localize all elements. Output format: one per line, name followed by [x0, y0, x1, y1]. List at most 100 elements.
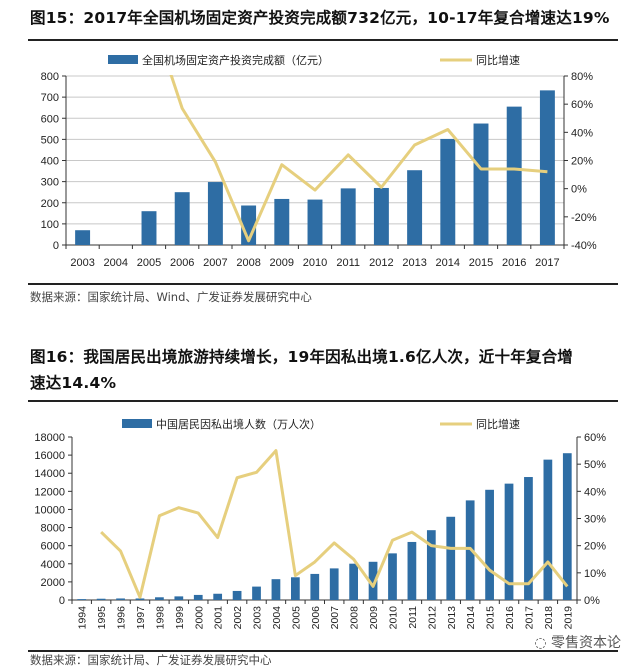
x-axis-tick-label: 2017 — [523, 606, 535, 630]
bar — [310, 573, 320, 600]
left-axis-tick-label: 600 — [41, 113, 59, 125]
x-axis-tick-label: 2015 — [485, 606, 497, 630]
bar — [329, 568, 339, 600]
left-axis-tick-label: 4000 — [41, 559, 65, 571]
left-axis-tick-label: 0 — [53, 240, 59, 252]
bar — [207, 182, 223, 245]
x-axis-tick-label: 2019 — [562, 606, 574, 630]
legend-bar-swatch — [122, 419, 152, 428]
left-axis-tick-label: 14000 — [34, 468, 65, 480]
x-axis-tick-label: 1996 — [116, 606, 128, 630]
bar — [407, 170, 423, 245]
x-axis-tick-label: 2004 — [104, 257, 128, 269]
x-axis-tick-label: 2000 — [193, 606, 205, 630]
bar — [174, 192, 190, 245]
bar — [426, 530, 436, 600]
x-axis-tick-label: 2013 — [402, 257, 426, 269]
x-axis-tick-label: 1997 — [135, 606, 147, 630]
x-axis-tick-label: 2007 — [329, 606, 341, 630]
bar — [473, 123, 489, 245]
left-axis-tick-label: 2000 — [41, 577, 65, 589]
x-axis-tick-label: 1999 — [174, 606, 186, 630]
bar — [388, 553, 397, 600]
x-axis-tick-label: 2014 — [465, 606, 477, 630]
right-axis-tick-label: 20% — [584, 541, 606, 553]
right-axis-tick-label: -20% — [571, 212, 597, 224]
right-axis-tick-label: 60% — [571, 99, 593, 111]
source-divider — [28, 283, 618, 285]
bar — [141, 211, 157, 245]
x-axis-tick-label: 2018 — [543, 606, 555, 630]
right-axis-tick-label: 30% — [584, 514, 606, 526]
x-axis-tick-label: 2012 — [426, 606, 438, 630]
left-axis-tick-label: 0 — [59, 595, 65, 607]
left-axis-tick-label: 16000 — [34, 450, 65, 462]
bar — [440, 138, 456, 245]
bar — [116, 598, 125, 600]
x-axis-tick-label: 2011 — [336, 257, 360, 269]
growth-line — [169, 75, 548, 243]
bar — [485, 489, 494, 600]
bar — [340, 188, 356, 245]
x-axis-tick-label: 2008 — [236, 257, 260, 269]
title-divider — [28, 39, 618, 41]
x-axis-tick-label: 2011 — [407, 606, 419, 629]
left-axis-tick-label: 400 — [41, 156, 59, 168]
x-axis-tick-label: 2006 — [170, 257, 194, 269]
left-axis-tick-label: 800 — [41, 71, 59, 83]
figure15-source: 数据来源：国家统计局、Wind、广发证券发展研究中心 — [30, 290, 312, 304]
bar — [290, 577, 300, 600]
x-axis-tick-label: 2003 — [252, 606, 264, 630]
x-axis-tick-label: 2015 — [469, 257, 493, 269]
left-axis-tick-label: 500 — [41, 134, 59, 146]
bar — [539, 90, 555, 246]
right-axis-tick-label: 20% — [571, 156, 593, 168]
bar — [307, 199, 323, 245]
x-axis-tick-label: 2016 — [502, 257, 526, 269]
bar — [77, 599, 87, 600]
title-divider — [28, 400, 618, 402]
bar — [506, 106, 522, 245]
bar — [96, 598, 106, 600]
left-axis-tick-label: 8000 — [41, 523, 65, 535]
x-axis-tick-label: 1995 — [96, 606, 108, 630]
bar — [193, 594, 203, 600]
bar — [232, 590, 242, 600]
source-divider — [28, 650, 618, 652]
watermark: ◌ 零售资本论 — [534, 632, 621, 652]
left-axis-tick-label: 100 — [41, 219, 59, 231]
bar — [75, 230, 91, 245]
x-axis-tick-label: 2017 — [535, 257, 559, 269]
right-axis-tick-label: 50% — [584, 459, 606, 471]
bar — [174, 596, 184, 600]
legend-bar-swatch — [108, 55, 138, 64]
left-axis-tick-label: 300 — [41, 177, 59, 189]
right-axis-tick-label: 40% — [571, 127, 593, 139]
figure15-title: 图15：2017年全国机场固定资产投资完成额732亿元，10-17年复合增速达1… — [30, 9, 610, 27]
growth-line — [100, 449, 569, 599]
x-axis-tick-label: 2009 — [270, 257, 294, 269]
right-axis-tick-label: 60% — [584, 432, 606, 444]
bar — [524, 477, 533, 600]
bar — [368, 561, 378, 600]
bar — [135, 598, 145, 600]
x-axis-tick-label: 2005 — [290, 606, 302, 630]
x-axis-tick-label: 2010 — [387, 606, 399, 630]
figure16-title-line1: 图16：我国居民出境旅游持续增长，19年因私出境1.6亿人次，近十年复合增 — [30, 348, 573, 366]
x-axis-tick-label: 1994 — [77, 606, 89, 630]
x-axis-tick-label: 2014 — [436, 257, 460, 269]
left-axis-tick-label: 200 — [41, 198, 59, 210]
figure16-source: 数据来源：国家统计局、广发证券发展研究中心 — [30, 653, 272, 667]
legend-line-label: 同比增速 — [476, 417, 520, 431]
left-axis-tick-label: 700 — [41, 92, 59, 104]
x-axis-tick-label: 2005 — [137, 257, 161, 269]
bar — [274, 198, 290, 245]
x-axis-tick-label: 2003 — [70, 257, 94, 269]
right-axis-tick-label: 0% — [584, 595, 600, 607]
x-axis-tick-label: 2009 — [368, 606, 380, 630]
legend-bar-label: 中国居民因私出境人数（万人次） — [156, 417, 321, 431]
x-axis-tick-label: 2001 — [213, 606, 225, 630]
figure16-title-line2: 速达14.4% — [30, 374, 117, 392]
bar — [543, 459, 553, 600]
